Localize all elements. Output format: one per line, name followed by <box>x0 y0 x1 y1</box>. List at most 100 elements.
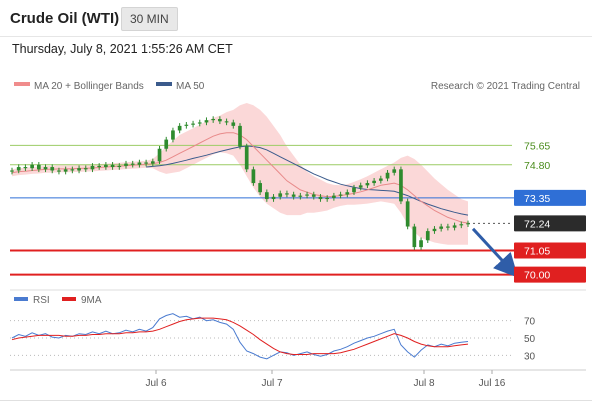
candle-body <box>298 195 303 197</box>
candle-body <box>452 225 457 228</box>
level-tag-0: 75.65 <box>524 140 550 152</box>
candle-body <box>77 168 81 171</box>
forecast-arrow <box>471 227 519 278</box>
candle-body <box>30 164 34 169</box>
candle-body <box>325 197 330 200</box>
rsi-legend-swatch <box>14 297 28 301</box>
candle-body <box>130 163 135 165</box>
candle-body <box>432 228 437 232</box>
rsi-line <box>11 313 469 360</box>
candle-body <box>224 121 229 123</box>
level-tag-box-2 <box>514 189 586 206</box>
candle-body <box>104 164 108 168</box>
candle-body <box>144 162 148 164</box>
candle-body <box>171 130 175 140</box>
level-tag-4: 71.05 <box>524 246 550 258</box>
timestamp-label: Thursday, July 8, 2021 1:55:26 AM CET <box>12 42 233 56</box>
candle-body <box>211 119 216 121</box>
instrument-title: Crude Oil (WTI) <box>10 10 120 27</box>
candle-body <box>419 240 423 248</box>
candle-body <box>412 226 417 248</box>
candle-body <box>204 120 209 123</box>
candle-body <box>57 170 61 172</box>
ma50-line <box>146 145 469 216</box>
level-tag-1: 74.80 <box>524 160 550 172</box>
candle-body <box>97 165 102 168</box>
candle-body <box>278 193 283 197</box>
ma20-legend-swatch <box>14 82 30 86</box>
x-tick-label-3: Jul 16 <box>479 378 506 389</box>
candle-body <box>338 194 343 196</box>
candle-body <box>10 170 14 172</box>
candle-body <box>197 122 202 124</box>
candle-body <box>352 187 356 193</box>
candle-body <box>332 195 336 198</box>
level-tag-5: 70.00 <box>524 270 550 282</box>
candle-body <box>405 201 410 227</box>
candle-body <box>23 167 28 169</box>
ma50-legend-label: MA 50 <box>176 81 205 92</box>
rsi-legend-label: RSI <box>33 295 50 306</box>
candle-body <box>439 226 444 229</box>
candle-body <box>378 178 383 181</box>
candle-body <box>43 167 48 170</box>
level-tag-3: 72.24 <box>524 218 550 230</box>
level-tag-2: 73.35 <box>524 193 550 205</box>
candle-body <box>466 223 470 225</box>
candle-body <box>372 180 376 184</box>
x-tick-label-1: Jul 7 <box>261 378 283 389</box>
rsi-ma9-line <box>11 317 469 355</box>
candle-body <box>305 194 309 196</box>
candle-body <box>16 167 21 171</box>
candle-body <box>446 226 450 228</box>
candle-body <box>318 196 323 200</box>
candle-body <box>345 192 350 195</box>
candle-body <box>110 164 115 168</box>
candle-body <box>271 196 276 200</box>
candle-body <box>385 172 390 179</box>
interval-button[interactable]: 30 MIN <box>121 7 178 31</box>
candle-body <box>244 146 249 170</box>
candle-body <box>311 194 316 197</box>
ma50-legend-swatch <box>156 82 172 86</box>
candle-body <box>392 169 397 173</box>
candle-body <box>285 193 289 195</box>
header-bar: Crude Oil (WTI) 30 MIN <box>0 0 592 37</box>
candle-body <box>399 169 403 202</box>
candle-body <box>117 165 122 168</box>
credit-label: Research © 2021 Trading Central <box>431 81 580 92</box>
candle-body <box>150 161 155 164</box>
candle-body <box>70 169 75 171</box>
x-tick-label-2: Jul 8 <box>413 378 435 389</box>
candle-body <box>164 139 169 149</box>
x-axis: Jul 6 Jul 7 Jul 8 Jul 16 <box>145 370 506 389</box>
rsi-tick-70: 70 <box>524 317 536 328</box>
candle-body <box>137 162 142 165</box>
candle-body <box>358 185 363 188</box>
candle-body <box>177 125 182 131</box>
candle-body <box>425 231 430 241</box>
candle-body <box>50 167 55 171</box>
candle-body <box>184 124 189 126</box>
candle-body <box>157 148 162 162</box>
candle-body <box>251 169 256 184</box>
level-tag-box-5 <box>514 266 586 283</box>
candle-body <box>83 168 88 170</box>
candle-body <box>191 123 195 125</box>
rsi-tick-50: 50 <box>524 334 536 345</box>
ma20-legend-label: MA 20 + Bollinger Bands <box>34 81 144 92</box>
candle-body <box>264 192 269 200</box>
price-plot: 75.65 74.80 73.35 72.24 71.05 70.00 <box>10 103 586 283</box>
rsi-tick-30: 30 <box>524 351 536 362</box>
candle-body <box>218 119 222 122</box>
candle-body <box>365 183 370 186</box>
level-tag-box-4 <box>514 242 586 259</box>
ma9-legend-label: 9MA <box>81 295 102 306</box>
candle-body <box>90 165 95 170</box>
candle-body <box>238 125 242 147</box>
rsi-plot: 70 50 30 <box>10 313 536 362</box>
candle-body <box>291 194 296 197</box>
candle-body <box>124 163 128 166</box>
